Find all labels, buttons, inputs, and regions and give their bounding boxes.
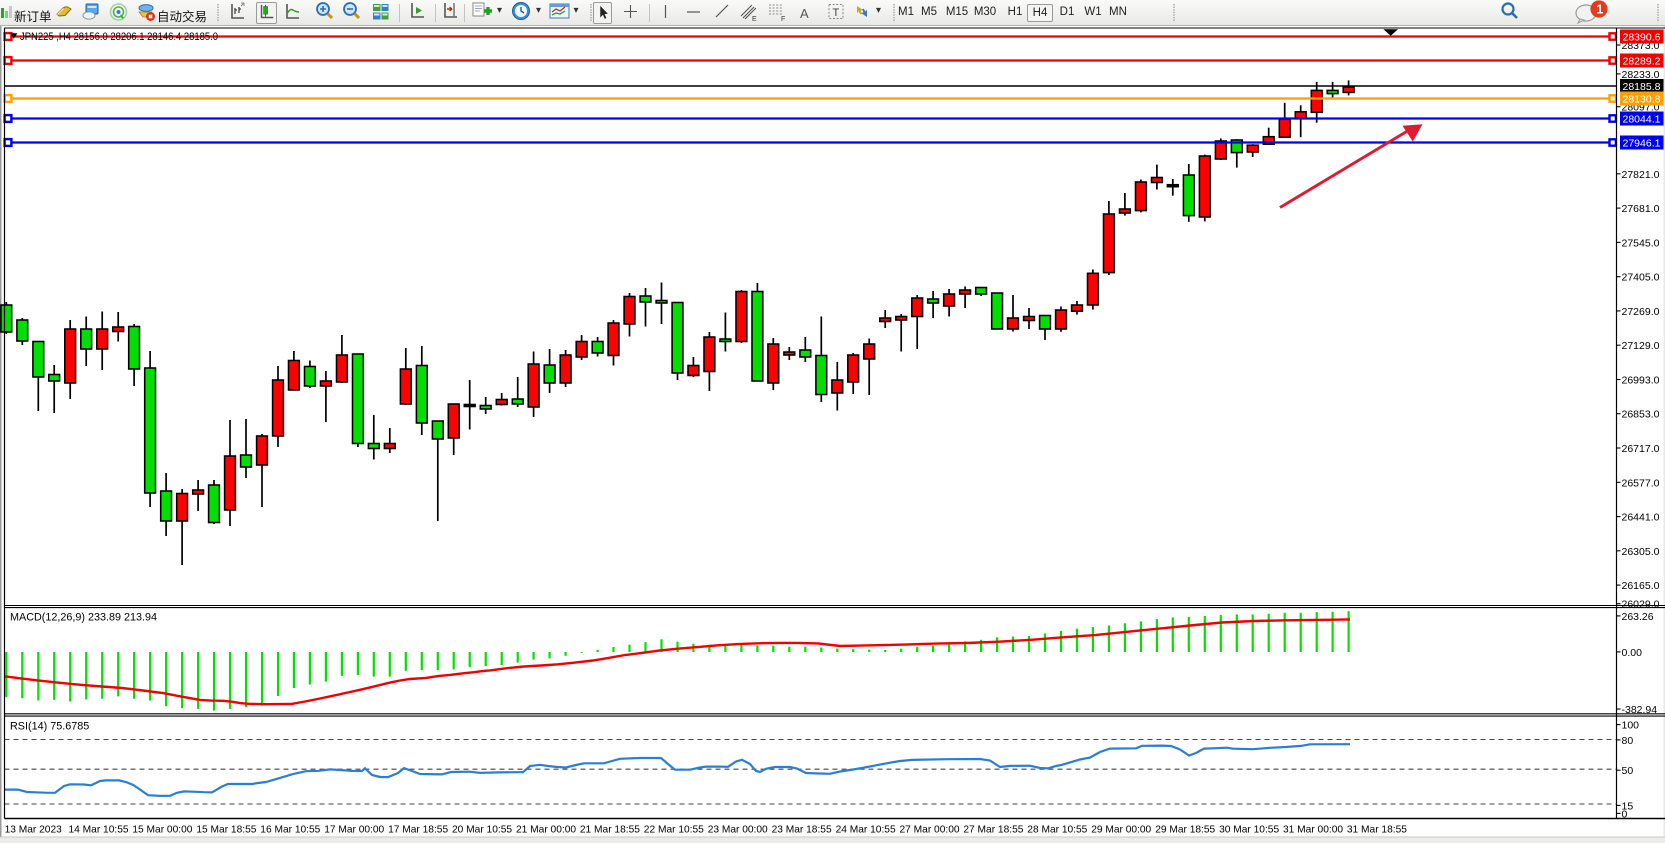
- svg-text:263.26: 263.26: [1622, 611, 1654, 623]
- svg-text:RSI(14) 75.6785: RSI(14) 75.6785: [10, 721, 89, 733]
- svg-text:21 Mar 18:55: 21 Mar 18:55: [580, 825, 640, 836]
- svg-text:27545.0: 27545.0: [1622, 237, 1660, 249]
- svg-text:30 Mar 10:55: 30 Mar 10:55: [1219, 825, 1279, 836]
- svg-text:28130.8: 28130.8: [1623, 94, 1661, 106]
- svg-text:26441.0: 26441.0: [1622, 512, 1660, 524]
- svg-text:17 Mar 18:55: 17 Mar 18:55: [388, 825, 448, 836]
- svg-text:22 Mar 10:55: 22 Mar 10:55: [644, 825, 704, 836]
- svg-text:15 Mar 18:55: 15 Mar 18:55: [196, 825, 256, 836]
- svg-text:27 Mar 00:00: 27 Mar 00:00: [900, 825, 960, 836]
- svg-text:31 Mar 00:00: 31 Mar 00:00: [1283, 825, 1343, 836]
- svg-text:26993.0: 26993.0: [1622, 375, 1660, 387]
- svg-text:27269.0: 27269.0: [1622, 306, 1660, 318]
- svg-text:80: 80: [1622, 735, 1634, 747]
- svg-text:100: 100: [1622, 720, 1640, 732]
- svg-text:21 Mar 00:00: 21 Mar 00:00: [516, 825, 576, 836]
- svg-text:24 Mar 10:55: 24 Mar 10:55: [836, 825, 896, 836]
- svg-text:28289.2: 28289.2: [1623, 56, 1661, 68]
- svg-text:16 Mar 10:55: 16 Mar 10:55: [260, 825, 320, 836]
- svg-text:JPN225 ,H4 28156.0 28206.1 28: JPN225 ,H4 28156.0 28206.1 28146.4 28185…: [20, 31, 218, 43]
- svg-text:23 Mar 18:55: 23 Mar 18:55: [772, 825, 832, 836]
- svg-text:23 Mar 00:00: 23 Mar 00:00: [708, 825, 768, 836]
- svg-text:15: 15: [1622, 800, 1634, 812]
- svg-text:26853.0: 26853.0: [1622, 409, 1660, 421]
- svg-text:MACD(12,26,9) 233.89 213.94: MACD(12,26,9) 233.89 213.94: [10, 612, 157, 624]
- svg-text:31 Mar 18:55: 31 Mar 18:55: [1347, 825, 1407, 836]
- svg-text:-382.94: -382.94: [1622, 704, 1658, 716]
- svg-text:13 Mar 2023: 13 Mar 2023: [5, 825, 63, 836]
- svg-text:28044.1: 28044.1: [1623, 114, 1661, 126]
- svg-text:27821.0: 27821.0: [1622, 169, 1660, 181]
- svg-text:26029.0: 26029.0: [1622, 599, 1660, 611]
- svg-text:26577.0: 26577.0: [1622, 477, 1660, 489]
- svg-text:1: 1: [1596, 2, 1603, 16]
- svg-text:E: E: [752, 16, 757, 23]
- svg-text:0.00: 0.00: [1622, 647, 1643, 659]
- svg-text:50: 50: [1622, 765, 1634, 777]
- svg-text:F: F: [781, 16, 785, 23]
- svg-text:T: T: [833, 7, 840, 19]
- svg-text:26165.0: 26165.0: [1622, 580, 1660, 592]
- svg-text:28233.0: 28233.0: [1622, 69, 1660, 81]
- svg-text:27129.0: 27129.0: [1622, 340, 1660, 352]
- svg-text:17 Mar 00:00: 17 Mar 00:00: [324, 825, 384, 836]
- svg-text:27405.0: 27405.0: [1622, 272, 1660, 284]
- svg-text:27681.0: 27681.0: [1622, 203, 1660, 215]
- svg-text:29 Mar 00:00: 29 Mar 00:00: [1091, 825, 1151, 836]
- svg-text:14 Mar 10:55: 14 Mar 10:55: [69, 825, 129, 836]
- svg-text:28390.6: 28390.6: [1623, 32, 1661, 44]
- svg-text:20 Mar 10:55: 20 Mar 10:55: [452, 825, 512, 836]
- svg-text:27946.1: 27946.1: [1623, 138, 1661, 150]
- svg-text:0: 0: [1622, 808, 1628, 820]
- svg-text:28 Mar 10:55: 28 Mar 10:55: [1027, 825, 1087, 836]
- svg-text:28185.8: 28185.8: [1623, 81, 1661, 93]
- svg-text:15 Mar 00:00: 15 Mar 00:00: [132, 825, 192, 836]
- svg-text:26305.0: 26305.0: [1622, 546, 1660, 558]
- svg-text:27 Mar 18:55: 27 Mar 18:55: [963, 825, 1023, 836]
- svg-text:26717.0: 26717.0: [1622, 443, 1660, 455]
- svg-text:29 Mar 18:55: 29 Mar 18:55: [1155, 825, 1215, 836]
